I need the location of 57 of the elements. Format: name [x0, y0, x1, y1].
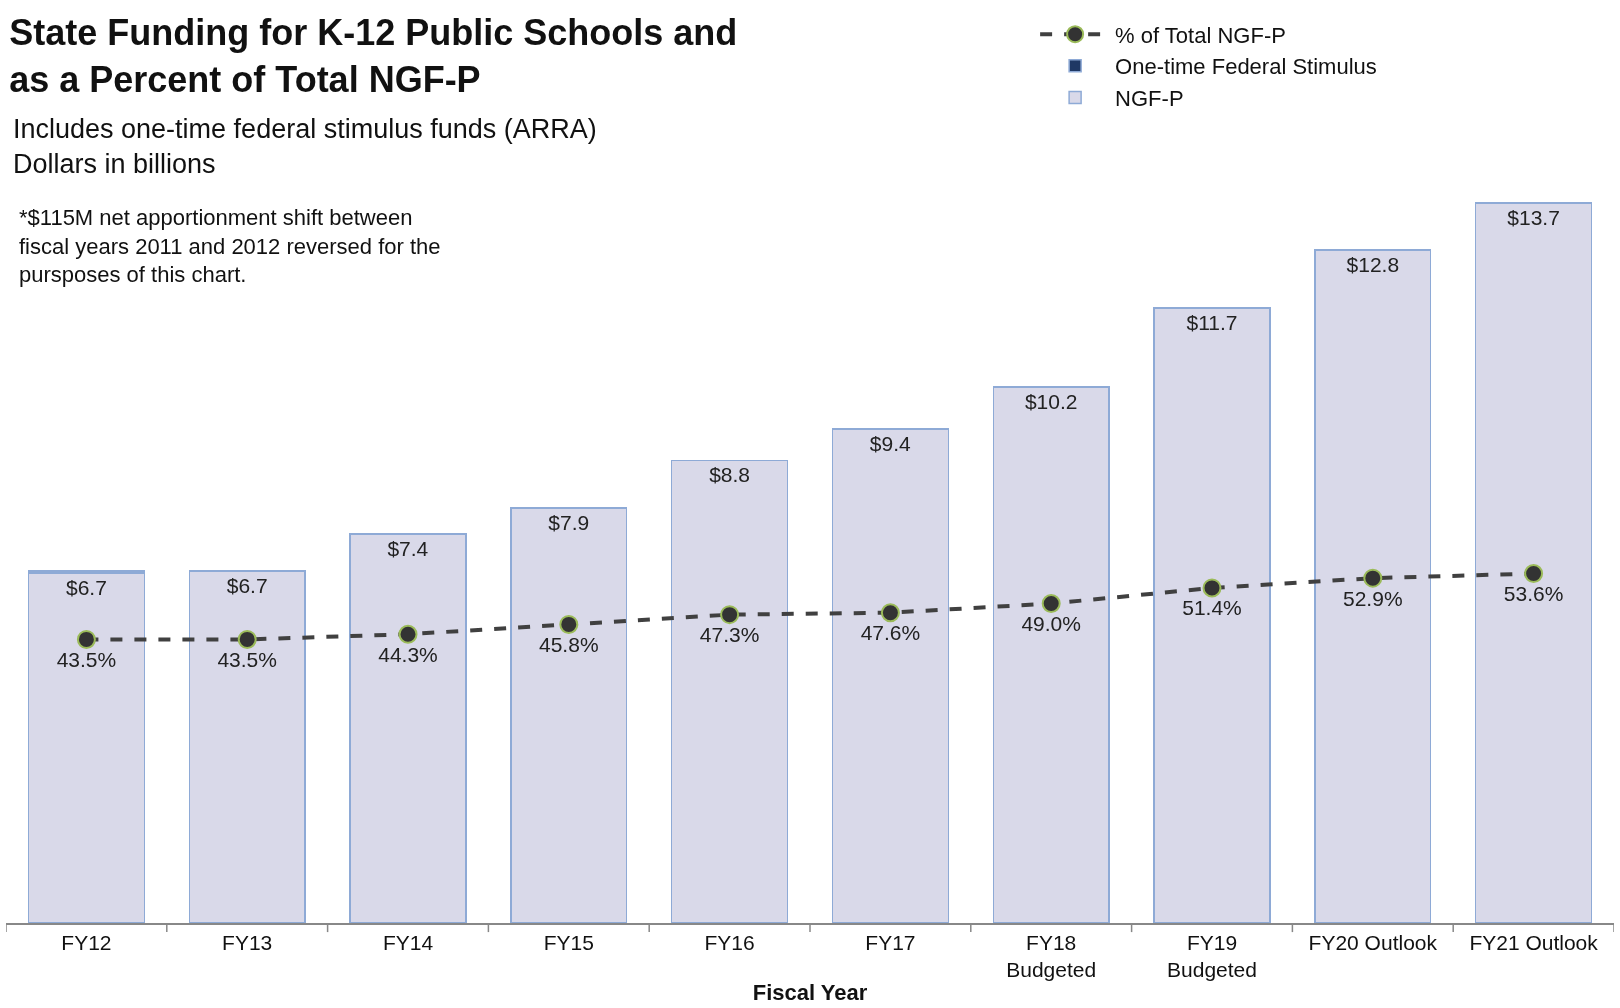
point	[1524, 564, 1544, 584]
chart-title: State Funding for K-12 Public Schools and as a Percent of Total NGF-P	[9, 12, 738, 101]
data-label: $7.9	[548, 510, 590, 534]
bar	[188, 570, 306, 923]
bar	[1153, 307, 1271, 923]
x-tick-label: FY12	[61, 930, 112, 954]
data-label: 53.6%	[1503, 581, 1564, 605]
x-axis-title: Fiscal Year	[752, 979, 868, 1005]
annotation: *$115M net apportionment shift between fiscal years 2011 and 2012 reversed for the pursposes of this chart.	[19, 205, 441, 288]
data-label: $12.8	[1346, 253, 1400, 277]
point	[559, 614, 579, 634]
point	[76, 629, 96, 649]
point	[720, 605, 740, 625]
data-label: $11.7	[1186, 311, 1238, 335]
data-label: 47.6%	[860, 621, 921, 645]
data-label: $6.7	[65, 575, 107, 599]
bar	[670, 459, 789, 923]
x-tick-label: FY15	[543, 930, 594, 954]
point	[1363, 568, 1383, 588]
x-tick-label: FY18 Budgeted	[1006, 930, 1097, 982]
bar	[1474, 202, 1593, 923]
x-tick-label: FY20 Outlook	[1308, 930, 1438, 954]
data-label: 51.4%	[1182, 596, 1242, 620]
data-label: 44.3%	[378, 642, 438, 666]
point	[398, 624, 418, 644]
data-label: 43.5%	[56, 647, 117, 671]
x-tick-label: FY14	[382, 930, 434, 954]
data-label: 45.8%	[539, 632, 599, 656]
bar	[510, 507, 628, 923]
x-tick-label: FY21 Outlook	[1469, 930, 1599, 954]
bar	[27, 572, 146, 923]
chart-subtitle: Includes one-time federal stimulus funds (ARRA) Dollars in billions	[13, 114, 597, 180]
bar	[831, 428, 950, 923]
data-label: $10.2	[1024, 389, 1078, 413]
point	[1041, 594, 1061, 614]
point	[1202, 578, 1222, 598]
point	[880, 603, 900, 623]
legend-label: One-time Federal Stimulus	[1115, 54, 1377, 80]
x-tick-label: FY19 Budgeted	[1167, 930, 1257, 982]
data-label: 47.3%	[699, 623, 760, 647]
bar	[349, 533, 467, 923]
data-label: 43.5%	[217, 647, 277, 671]
x-tick-label: FY17	[865, 930, 916, 954]
point	[237, 629, 257, 649]
data-label: $13.7	[1507, 205, 1560, 229]
data-label: $7.4	[387, 537, 429, 561]
bar	[1314, 249, 1432, 923]
legend-label: NGF-P	[1115, 85, 1184, 111]
bar	[992, 386, 1110, 923]
data-label: $8.8	[709, 463, 751, 487]
data-label: 52.9%	[1343, 586, 1403, 610]
x-tick-label: FY13	[222, 930, 273, 954]
data-label: 49.0%	[1021, 611, 1081, 635]
data-label: $9.4	[869, 431, 911, 455]
x-tick-label: FY16	[704, 930, 755, 954]
legend-label: % of Total NGF-P	[1115, 22, 1286, 48]
data-label: $6.7	[226, 573, 268, 597]
